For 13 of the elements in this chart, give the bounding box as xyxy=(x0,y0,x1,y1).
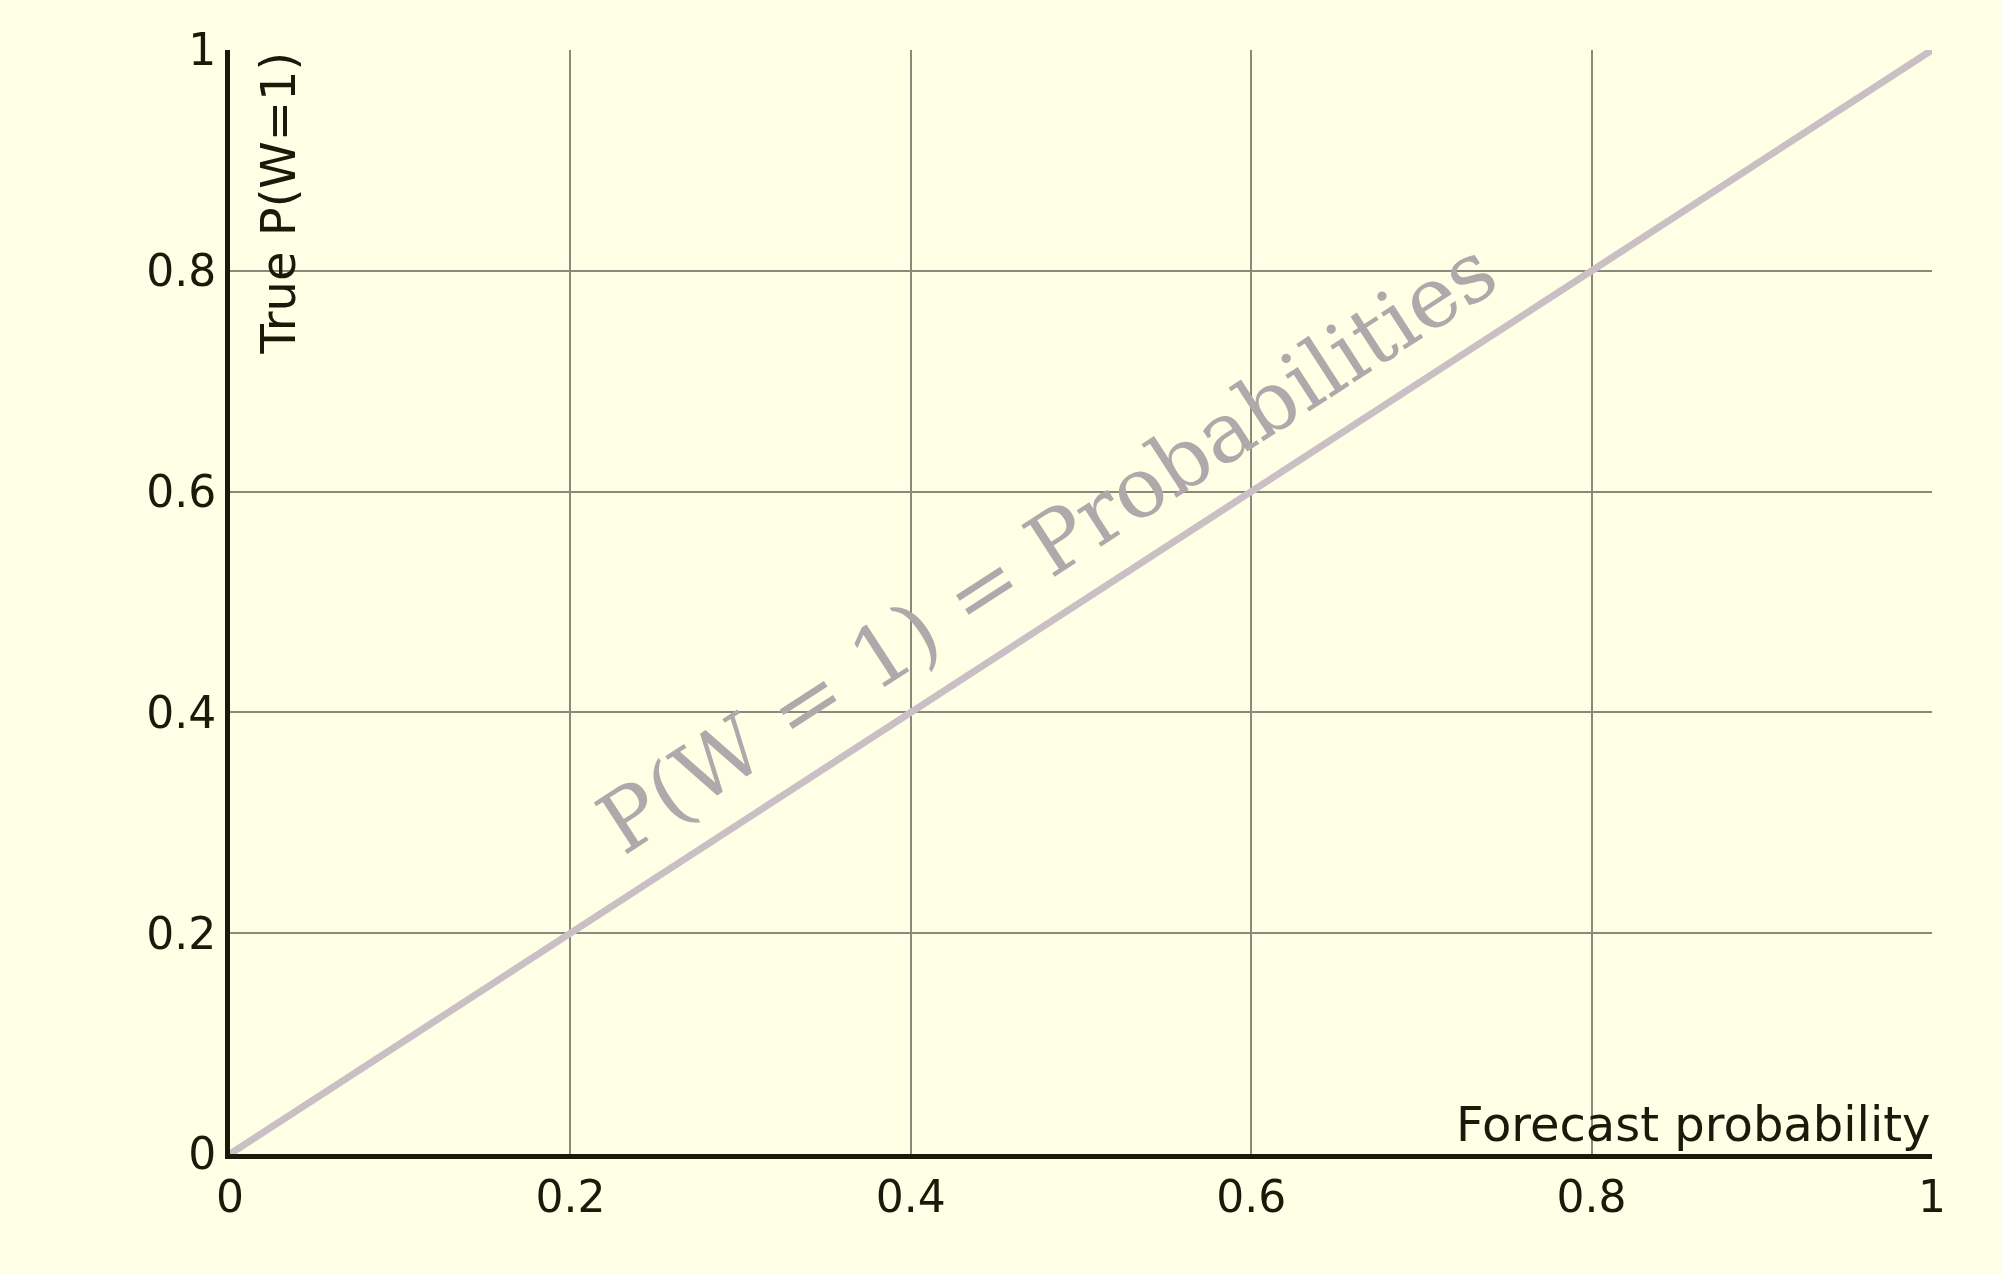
y-tick-label: 1 xyxy=(188,24,217,76)
x-tick-label: 1 xyxy=(1918,1170,1946,1222)
y-tick-label: 0 xyxy=(188,1128,217,1180)
x-tick-label: 0.8 xyxy=(1556,1170,1627,1222)
x-tick-label: 0.4 xyxy=(875,1170,946,1222)
y-tick-label: 0.6 xyxy=(146,466,217,517)
x-axis-title: Forecast probability xyxy=(1456,1096,1931,1152)
y-tick-label: 0.2 xyxy=(146,907,217,959)
y-tick-label: 0.8 xyxy=(146,245,217,297)
x-tick-label: 0.6 xyxy=(1216,1170,1287,1222)
y-axis-title: True P(W=1) xyxy=(249,51,306,355)
x-tick-label: 0.2 xyxy=(535,1170,606,1222)
y-tick-label: 0.4 xyxy=(146,686,217,738)
